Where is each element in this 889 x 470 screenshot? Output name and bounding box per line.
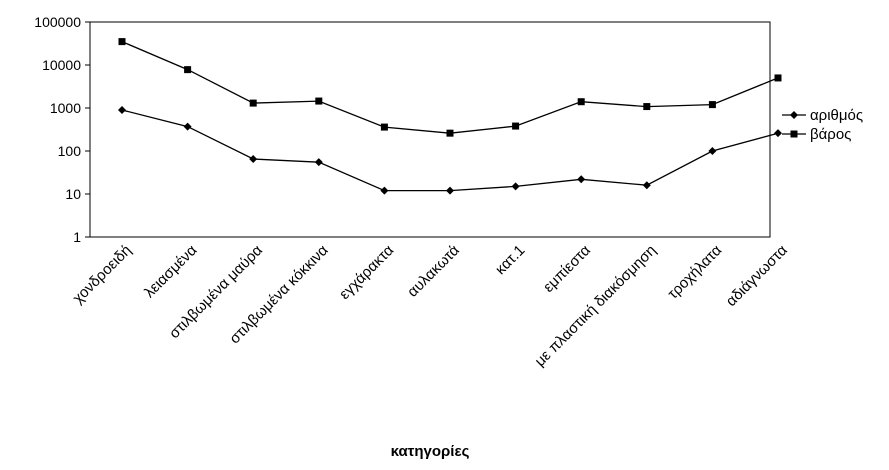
data-point-diamond (774, 129, 782, 138)
data-point-square (315, 97, 323, 105)
x-tick-label: χονδροειδή (70, 242, 135, 307)
data-point-square (708, 101, 716, 109)
data-point-diamond (577, 175, 586, 184)
legend-marker-diamond (790, 111, 798, 119)
y-tick-label: 10 (65, 186, 81, 202)
y-axis: 100000 10000 1000 100 10 1 (34, 14, 90, 245)
x-tick-label: αυλακωτά (404, 242, 463, 301)
y-tick-label: 1000 (50, 100, 81, 116)
series-layer (118, 38, 782, 195)
data-point-square (446, 129, 454, 137)
data-point-diamond (446, 186, 454, 195)
x-tick-label: εμπίεστα (540, 242, 594, 296)
data-point-square (643, 103, 651, 111)
data-point-square (118, 38, 126, 46)
data-point-diamond (511, 182, 520, 191)
y-tick-label: 1 (73, 229, 81, 245)
y-tick-label: 100 (58, 143, 82, 159)
x-tick-label: αδιάγνωστα (723, 242, 791, 310)
x-tick-label: κατ.1 (492, 242, 528, 278)
x-tick-label: εγχάρακτα (336, 242, 397, 303)
data-point-diamond (642, 181, 651, 190)
series-line-1 (121, 41, 779, 134)
data-point-square (184, 66, 192, 74)
data-point-diamond (314, 158, 323, 167)
x-tick-label: λειασμένα (141, 242, 201, 302)
data-point-square (512, 122, 520, 130)
x-axis-title: κατηγορίες (391, 443, 470, 460)
data-point-diamond (249, 155, 258, 164)
data-point-square (774, 74, 782, 82)
data-point-square (577, 98, 585, 106)
plot-area-frame (89, 21, 771, 238)
y-tick-label: 10000 (42, 57, 81, 73)
data-point-square (249, 99, 257, 107)
data-point-diamond (708, 147, 717, 155)
data-point-diamond (380, 186, 389, 195)
series-line-0 (121, 109, 779, 192)
legend: αριθμός βάρος (782, 107, 863, 143)
data-point-square (380, 123, 388, 131)
legend-label: αριθμός (810, 107, 863, 124)
x-tick-label: τροχήλατα (664, 242, 725, 303)
legend-label: βάρος (810, 126, 851, 143)
data-point-diamond (183, 122, 192, 131)
x-tick-label: με πλαστική διακόσμηση (532, 242, 660, 370)
data-point-diamond (118, 105, 126, 114)
y-tick-label: 100000 (34, 14, 81, 30)
legend-marker-square (790, 130, 798, 138)
